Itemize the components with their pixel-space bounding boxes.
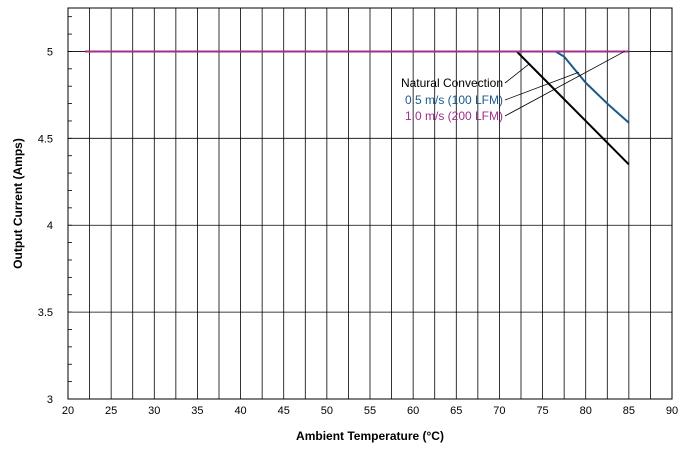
x-tick-label: 90 [666,405,678,417]
series-line-1 [85,50,630,124]
x-tick-label: 75 [536,405,548,417]
x-tick-label: 45 [278,405,290,417]
x-tick-label: 40 [234,405,246,417]
legend-label-0: Natural Convection [401,76,503,90]
y-tick-label: 3.5 [38,307,53,319]
x-tick-label: 85 [623,405,635,417]
y-tick-label: 4 [47,220,53,232]
x-axis-title: Ambient Temperature (°C) [296,429,444,443]
legend-label-1: 0.5 m/s (100 LFM) [405,93,503,107]
y-tick-label: 5 [47,46,53,58]
y-axis-title: Output Current (Amps) [11,138,25,269]
minor-ticks [68,16,72,400]
x-tick-label: 80 [580,405,592,417]
legend-leader-line [504,63,530,84]
legend-leader-line [504,51,625,117]
y-tick-label: 4.5 [38,133,53,145]
x-tick-label: 35 [191,405,203,417]
legend-callouts [504,51,625,117]
x-tick-label: 20 [62,405,74,417]
y-tick-label: 3 [47,394,53,406]
legend: Natural Convection 0.5 m/s (100 LFM) 1.0 m… [401,76,503,123]
x-tick-labels: 20 25 30 35 40 45 50 55 60 65 70 75 80 85 90 [62,405,678,417]
x-tick-label: 60 [407,405,419,417]
legend-leader-line [504,71,579,101]
x-tick-label: 65 [450,405,462,417]
x-tick-label: 50 [321,405,333,417]
x-tick-label: 55 [364,405,376,417]
series-lines [85,50,630,166]
x-tick-label: 70 [493,405,505,417]
y-tick-labels: 3 3.5 4 4.5 5 [38,46,53,406]
series-line-0 [85,50,630,166]
x-tick-label: 30 [148,405,160,417]
grid [67,8,673,400]
legend-label-2: 1.0 m/s (200 LFM) [405,109,503,123]
plot-frame [67,7,673,400]
x-tick-label: 25 [105,405,117,417]
